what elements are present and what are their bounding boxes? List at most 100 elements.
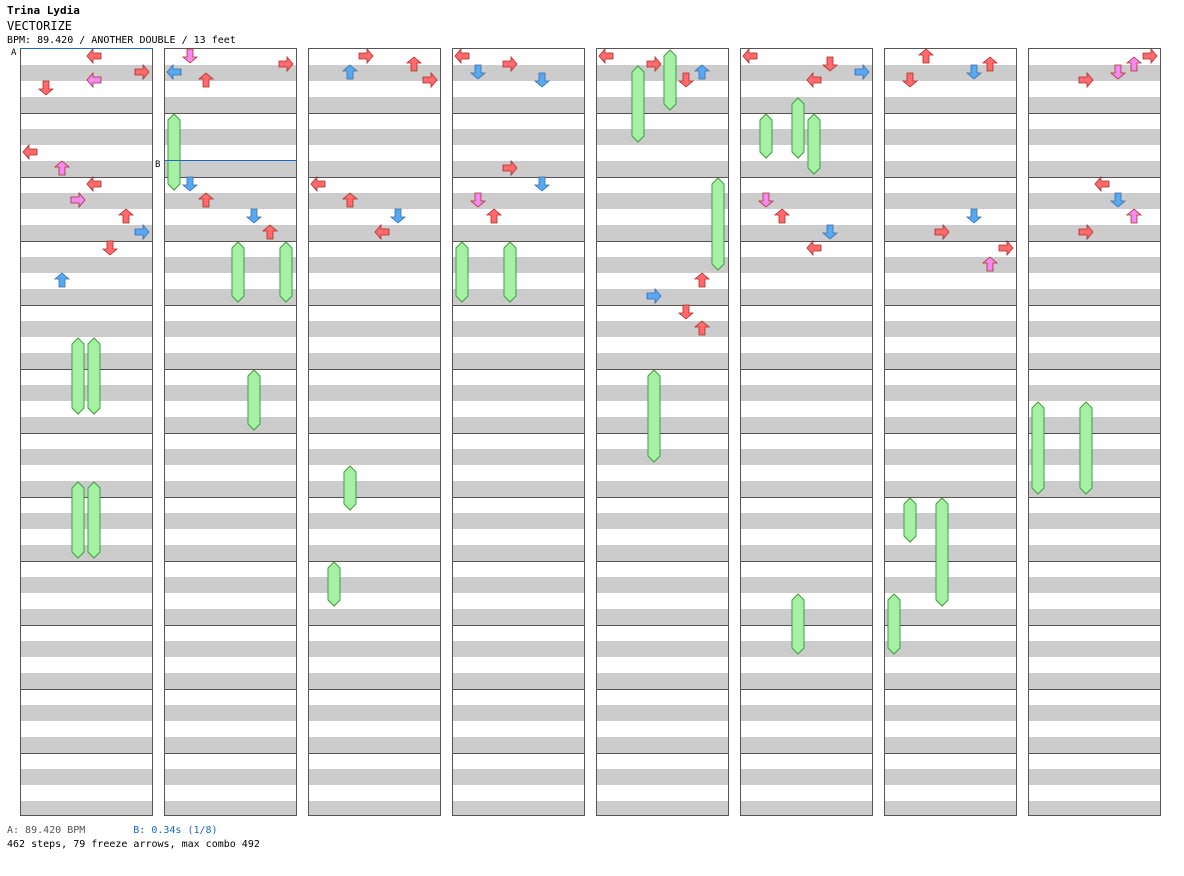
beat-stripe [1029, 705, 1160, 721]
chart-column [1028, 48, 1161, 816]
beat-stripe [1029, 225, 1160, 241]
beat-stripe [21, 257, 152, 273]
step-arrow [341, 64, 359, 80]
beat-stripe [741, 801, 872, 815]
measure-line [597, 753, 728, 754]
measure-line [741, 305, 872, 306]
beat-stripe [453, 577, 584, 593]
measure-line [453, 561, 584, 562]
step-arrow [469, 64, 487, 80]
step-arrow [245, 208, 263, 224]
beat-stripe [453, 481, 584, 497]
step-arrow [806, 239, 822, 257]
beat-stripe [309, 737, 440, 753]
beat-stripe [741, 737, 872, 753]
timing-marker-line [20, 48, 153, 49]
beat-stripe [597, 673, 728, 689]
step-arrow [310, 175, 326, 193]
beat-stripe [597, 257, 728, 273]
measure-line [21, 753, 152, 754]
chart-info: BPM: 89.420 / ANOTHER DOUBLE / 13 feet [7, 35, 236, 46]
beat-stripe [453, 385, 584, 401]
beat-stripe [309, 353, 440, 369]
beat-stripe [741, 609, 872, 625]
step-arrow [533, 72, 551, 88]
beat-stripe [597, 385, 728, 401]
beat-stripe [453, 769, 584, 785]
beat-stripe [309, 449, 440, 465]
measure-line [309, 369, 440, 370]
beat-stripe [597, 577, 728, 593]
beat-stripe [453, 609, 584, 625]
measure-line [597, 113, 728, 114]
beat-stripe [453, 673, 584, 689]
beat-stripe [165, 417, 296, 433]
beat-stripe [741, 97, 872, 113]
beat-stripe [741, 225, 872, 241]
beat-stripe [309, 193, 440, 209]
beat-stripe [885, 481, 1016, 497]
measure-line [885, 369, 1016, 370]
measure-line [885, 689, 1016, 690]
beat-stripe [741, 513, 872, 529]
step-arrow [806, 71, 822, 89]
beat-stripe [597, 65, 728, 81]
beat-stripe [741, 769, 872, 785]
step-arrow [677, 304, 695, 320]
beat-stripe [1029, 257, 1160, 273]
beat-stripe [165, 673, 296, 689]
beat-stripe [309, 65, 440, 81]
beat-stripe [597, 481, 728, 497]
beat-stripe [309, 321, 440, 337]
beat-stripe [453, 641, 584, 657]
beat-stripe [1029, 609, 1160, 625]
step-arrow [261, 224, 279, 240]
freeze-arrow [231, 241, 245, 303]
beat-stripe [885, 257, 1016, 273]
beat-stripe [21, 193, 152, 209]
beat-stripe [21, 353, 152, 369]
beat-stripe [453, 129, 584, 145]
beat-stripe [165, 513, 296, 529]
beat-stripe [885, 609, 1016, 625]
freeze-arrow [247, 369, 261, 431]
beat-stripe [165, 481, 296, 497]
beat-stripe [741, 545, 872, 561]
beat-stripe [21, 417, 152, 433]
measure-line [1029, 113, 1160, 114]
beat-stripe [885, 737, 1016, 753]
step-arrow [37, 80, 55, 96]
freeze-arrow [663, 49, 677, 111]
step-arrow [278, 55, 294, 73]
freeze-arrow [87, 481, 101, 559]
beat-stripe [165, 737, 296, 753]
beat-stripe [453, 801, 584, 815]
beat-stripe [1029, 641, 1160, 657]
measure-line [885, 177, 1016, 178]
stop-legend: B: 0.34s (1/8) [133, 825, 218, 836]
beat-stripe [21, 385, 152, 401]
measure-line [453, 369, 584, 370]
beat-stripe [597, 289, 728, 305]
measure-line [309, 689, 440, 690]
beat-stripe [741, 449, 872, 465]
freeze-arrow [1079, 401, 1093, 495]
step-arrow [405, 56, 423, 72]
measure-line [741, 241, 872, 242]
measure-line [885, 625, 1016, 626]
measure-line [21, 433, 152, 434]
chart-column [884, 48, 1017, 816]
timing-marker: A [11, 48, 17, 58]
measure-line [21, 305, 152, 306]
step-arrow [469, 192, 487, 208]
beat-stripe [1029, 769, 1160, 785]
beat-stripe [453, 65, 584, 81]
step-arrow [86, 71, 102, 89]
beat-stripe [165, 65, 296, 81]
beat-stripe [597, 641, 728, 657]
step-arrow [197, 72, 215, 88]
step-arrow [197, 192, 215, 208]
beat-stripe [885, 449, 1016, 465]
beat-stripe [21, 97, 152, 113]
freeze-arrow [807, 113, 821, 175]
